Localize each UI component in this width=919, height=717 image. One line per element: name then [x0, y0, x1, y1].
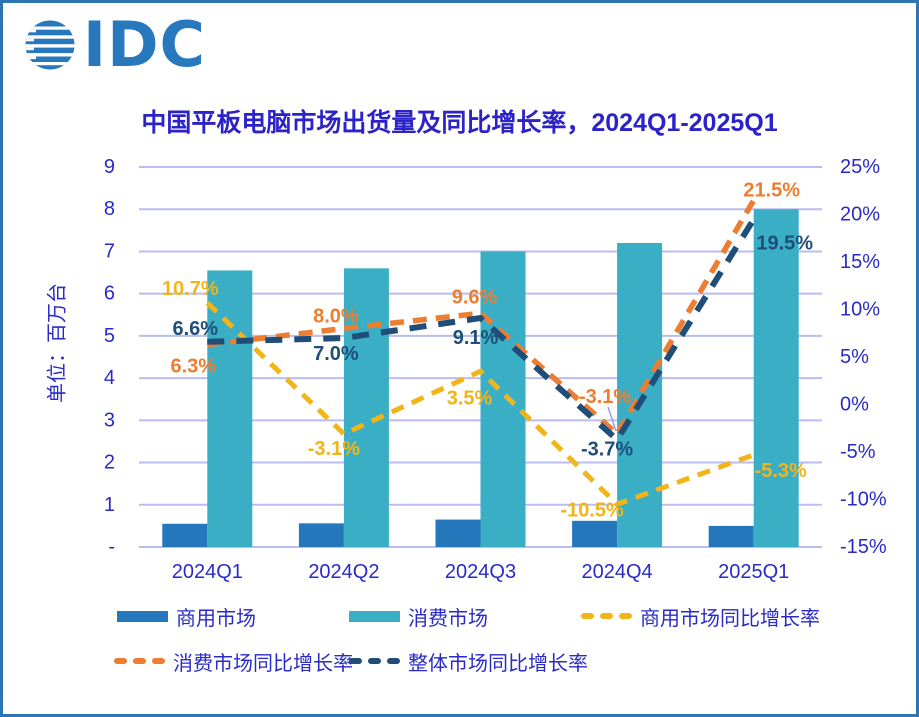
x-tick-2024Q2: 2024Q2: [308, 561, 379, 583]
data-label-整体市场同比增长率-2024Q1: 6.6%: [173, 318, 219, 340]
label-leader-line: [607, 406, 617, 432]
y-right-tick: 10%: [840, 299, 880, 321]
data-label-消费市场同比增长率-2024Q4: -3.1%: [579, 386, 631, 408]
legend-label: 消费市场: [408, 607, 488, 630]
idc-logo-text: IDC: [83, 8, 207, 81]
y-right-tick: -5%: [840, 441, 876, 463]
chart-plot: 9 8 7 6 5 4 3 2 1 - 25% 20% 15% 10% 5% 0% -5% -10% -15% 10.…: [104, 156, 887, 583]
bar-商用市场-2024Q2: [298, 523, 344, 547]
y-left-tick: 3: [104, 409, 115, 431]
y-right-tick: -15%: [840, 536, 887, 558]
data-label-整体市场同比增长率-2025Q1: 19.5%: [756, 232, 813, 254]
y-right-tick: 0%: [840, 394, 869, 416]
y-left-tick: 9: [104, 156, 115, 178]
y-right-tick: 25%: [840, 156, 880, 178]
bar-消费市场-2024Q2: [343, 268, 389, 547]
legend-label: 整体市场同比增长率: [408, 652, 588, 675]
bar-消费市场-2024Q1: [207, 270, 253, 547]
legend-item-consumer-market: 消费市场: [349, 605, 488, 630]
legend-label: 消费市场同比增长率: [173, 652, 353, 675]
legend-label: 商用市场: [176, 607, 256, 630]
y-left-tick: 2: [104, 452, 115, 474]
y-left-tick: 6: [104, 283, 115, 305]
legend-item-overall-growth: 整体市场同比增长率: [349, 650, 588, 675]
data-label-消费市场同比增长率-2025Q1: 21.5%: [743, 179, 800, 201]
x-tick-2024Q3: 2024Q3: [445, 561, 516, 583]
data-label-消费市场同比增长率-2024Q1: 6.3%: [171, 356, 217, 378]
legend-swatch-dash-overall-growth: [349, 658, 400, 664]
legend-swatch-bar-commercial: [117, 610, 168, 622]
idc-logo: IDC: [25, 8, 207, 81]
y-right-tick: -10%: [840, 489, 887, 511]
y-right-tick: 20%: [840, 204, 880, 226]
line-整体市场同比增长率: [207, 217, 757, 445]
bar-商用市场-2025Q1: [708, 525, 754, 547]
data-label-商用市场同比增长率-2024Q3: 3.5%: [447, 387, 493, 409]
data-label-整体市场同比增长率-2024Q4: -3.7%: [581, 439, 633, 461]
data-label-商用市场同比增长率-2025Q1: -5.3%: [755, 460, 807, 482]
legend-label: 商用市场同比增长率: [640, 607, 820, 630]
bar-消费市场-2024Q3: [480, 251, 526, 547]
y-right-tick: 5%: [840, 346, 869, 368]
line-商用市场同比增长率: [205, 301, 755, 508]
data-label-消费市场同比增长率-2024Q3: 9.6%: [452, 286, 498, 308]
data-label-商用市场同比增长率-2024Q4: -10.5%: [560, 499, 624, 521]
x-tick-2025Q1: 2025Q1: [718, 561, 789, 583]
legend-item-commercial-growth: 商用市场同比增长率: [581, 605, 820, 630]
data-label-整体市场同比增长率-2024Q3: 9.1%: [453, 327, 499, 349]
y-left-tick: 1: [104, 494, 115, 516]
bar-消费市场-2025Q1: [753, 209, 799, 547]
x-tick-2024Q1: 2024Q1: [172, 561, 243, 583]
chart-title: 中国平板电脑市场出货量及同比增长率，2024Q1-2025Q1: [141, 109, 778, 137]
legend-item-commercial-market: 商用市场: [117, 605, 256, 630]
x-tick-2024Q4: 2024Q4: [582, 561, 653, 583]
legend-swatch-bar-consumer: [349, 610, 400, 622]
data-label-商用市场同比增长率-2024Q1: 10.7%: [162, 278, 219, 300]
data-label-商用市场同比增长率-2024Q2: -3.1%: [308, 438, 360, 460]
legend-swatch-dash-consumer-growth: [114, 658, 165, 664]
bar-商用市场-2024Q3: [435, 519, 481, 547]
y-right-tick: 15%: [840, 251, 880, 273]
idc-globe-icon: [25, 20, 75, 70]
y-left-tick: 7: [104, 240, 115, 262]
y-left-tick: 5: [104, 325, 115, 347]
legend-swatch-dash-commercial-growth: [581, 613, 632, 619]
y-left-tick: 8: [104, 198, 115, 220]
y-left-tick: 4: [104, 367, 115, 389]
data-label-整体市场同比增长率-2024Q2: 7.0%: [313, 343, 359, 365]
y-left-tick: -: [108, 536, 115, 558]
legend-item-consumer-growth: 消费市场同比增长率: [114, 650, 353, 675]
data-label-消费市场同比增长率-2024Q2: 8.0%: [313, 306, 359, 328]
bar-商用市场-2024Q4: [572, 520, 618, 547]
bar-商用市场-2024Q1: [162, 523, 208, 547]
